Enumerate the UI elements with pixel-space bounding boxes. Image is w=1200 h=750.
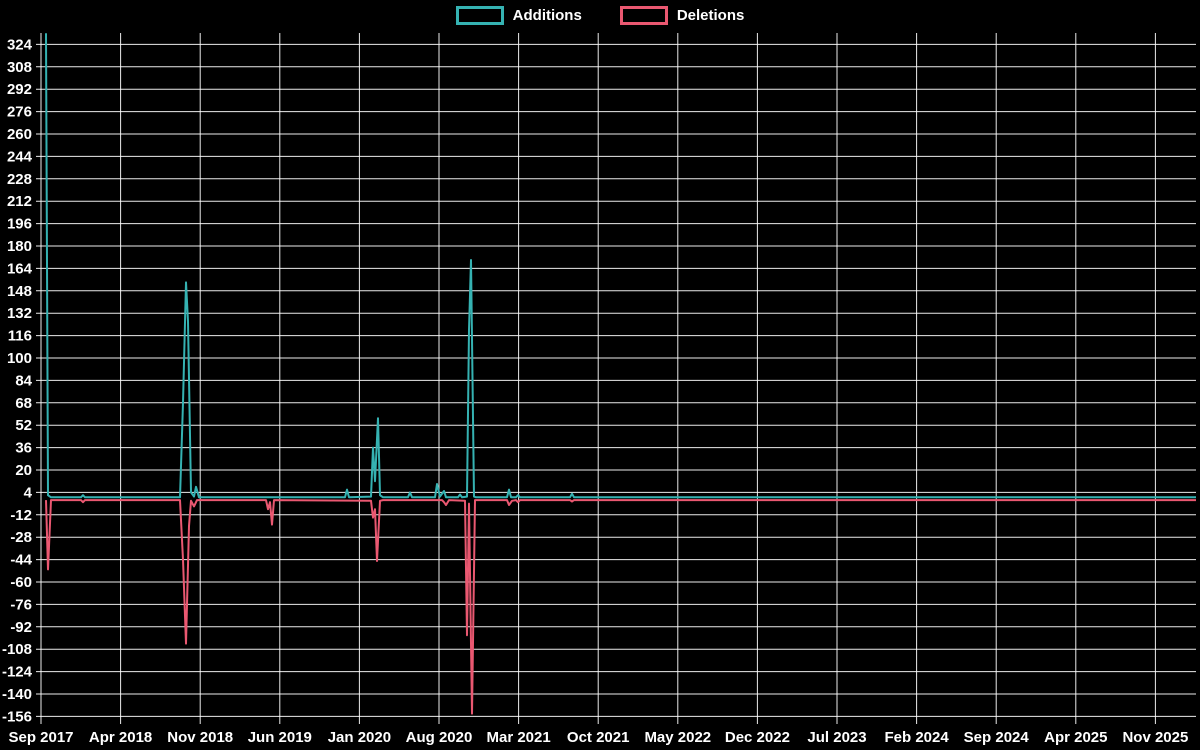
y-tick-label: 212 (7, 193, 32, 210)
legend-item-additions[interactable]: Additions (455, 6, 582, 25)
x-tick-label: Aug 2020 (406, 729, 473, 746)
x-tick-label: Sep 2017 (8, 729, 73, 746)
y-tick-label: -60 (10, 574, 32, 591)
y-tick-label: -108 (2, 641, 32, 658)
y-tick-label: 276 (7, 104, 32, 121)
y-tick-label: 180 (7, 238, 32, 255)
y-tick-label: 116 (8, 328, 32, 345)
additions-swatch-icon (455, 6, 504, 25)
y-tick-label: 84 (15, 372, 32, 389)
y-tick-label: 132 (7, 305, 32, 322)
y-tick-label: -76 (10, 596, 32, 613)
x-tick-label: Jun 2019 (248, 729, 312, 746)
y-tick-label: 244 (7, 148, 33, 165)
x-tick-label: Mar 2021 (486, 729, 550, 746)
x-tick-label: Oct 2021 (567, 729, 630, 746)
y-tick-label: -92 (10, 619, 32, 636)
y-tick-label: 228 (7, 171, 32, 188)
y-tick-label: 308 (7, 59, 32, 76)
legend-label-deletions: Deletions (676, 7, 745, 24)
y-tick-label: 52 (15, 417, 32, 434)
x-tick-label: Dec 2022 (725, 729, 790, 746)
y-tick-label: -44 (10, 552, 32, 569)
x-tick-label: May 2022 (644, 729, 711, 746)
series-line-additions (45, 33, 1196, 499)
y-tick-label: -140 (2, 686, 32, 703)
y-tick-label: -28 (10, 529, 32, 546)
y-tick-label: 292 (7, 81, 32, 98)
y-tick-label: 196 (7, 216, 32, 233)
x-tick-label: Apr 2025 (1044, 729, 1107, 746)
legend-item-deletions[interactable]: Deletions (619, 6, 745, 25)
x-tick-label: Apr 2018 (89, 729, 152, 746)
y-tick-label: 20 (15, 462, 32, 479)
y-tick-label: 68 (15, 395, 32, 412)
deletions-swatch-icon (619, 6, 668, 25)
y-tick-label: 324 (7, 36, 33, 53)
x-tick-label: Jul 2023 (807, 729, 866, 746)
y-tick-label: -12 (10, 507, 32, 524)
x-tick-label: Nov 2018 (167, 729, 233, 746)
y-tick-label: -124 (2, 664, 33, 681)
legend-label-additions: Additions (512, 7, 582, 24)
y-tick-label: 164 (7, 260, 33, 277)
x-tick-label: Sep 2024 (964, 729, 1030, 746)
y-tick-label: 260 (7, 126, 32, 143)
x-tick-label: Feb 2024 (884, 729, 949, 746)
x-tick-label: Jan 2020 (328, 729, 391, 746)
series-line-deletions (45, 499, 1196, 715)
y-tick-label: -156 (2, 708, 32, 725)
y-tick-label: 100 (7, 350, 32, 367)
y-tick-label: 36 (15, 440, 32, 457)
y-tick-label: 148 (7, 283, 32, 300)
y-tick-label: 4 (24, 484, 33, 501)
chart-legend: Additions Deletions (0, 6, 1200, 25)
x-tick-label: Nov 2025 (1122, 729, 1188, 746)
